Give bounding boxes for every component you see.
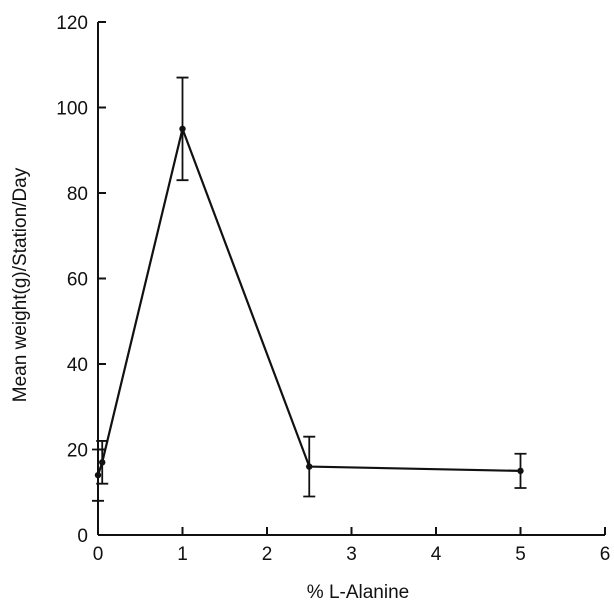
data-series [94,125,524,479]
axes [97,22,605,536]
x-axis-title: % L-Alanine [307,582,409,603]
y-tick-label: 120 [56,13,88,34]
y-axis-ticks: 0 20 40 60 80 100 120 [56,13,106,547]
x-axis-ticks: 0 1 2 3 4 5 6 [93,527,611,565]
x-tick-label: 2 [262,544,273,565]
x-tick-label: 0 [93,544,104,565]
x-tick-label: 1 [177,544,188,565]
data-point [517,467,524,475]
data-point [179,125,186,133]
x-tick-label: 4 [431,544,442,565]
series-line [96,125,521,476]
data-point [94,471,102,479]
y-tick-label: 60 [67,270,88,291]
y-axis-title: Mean weight(g)/Station/Day [10,167,31,402]
error-bars [92,76,527,502]
y-tick-label: 100 [56,99,88,120]
data-point [306,463,313,470]
data-point [99,459,106,466]
x-tick-label: 3 [346,544,357,565]
x-tick-label: 5 [515,544,526,565]
y-tick-label: 20 [67,441,88,462]
y-tick-label: 40 [67,355,88,376]
x-tick-label: 6 [600,544,611,565]
y-tick-label: 0 [77,526,88,547]
y-tick-label: 80 [67,184,88,205]
